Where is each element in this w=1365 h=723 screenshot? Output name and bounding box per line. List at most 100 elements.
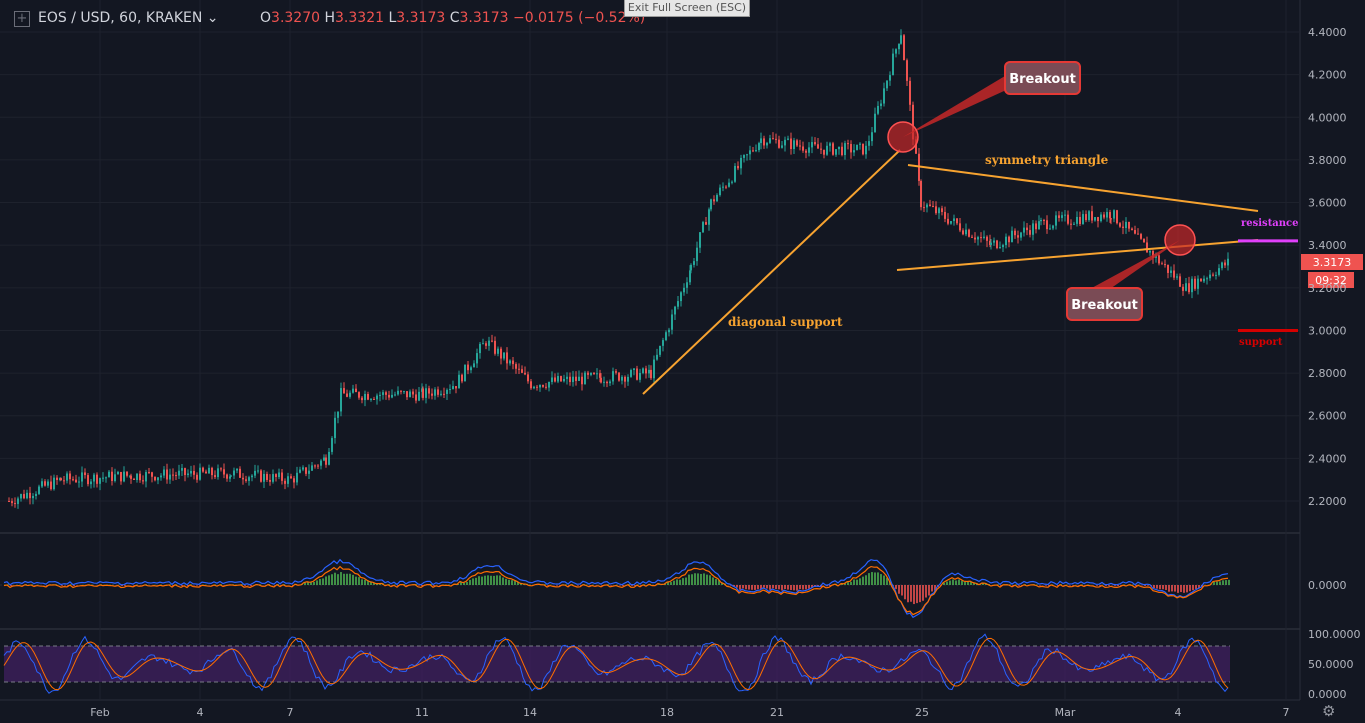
macd-bar bbox=[430, 584, 432, 585]
candle-body bbox=[859, 143, 861, 145]
macd-bar bbox=[958, 579, 960, 585]
candle-body bbox=[766, 142, 768, 146]
candle-body bbox=[877, 105, 879, 114]
candle-body bbox=[630, 370, 632, 377]
grid-lines bbox=[0, 0, 1301, 701]
macd-bar bbox=[7, 584, 9, 585]
candle-body bbox=[999, 247, 1001, 249]
candle-body bbox=[96, 474, 98, 484]
macd-bar bbox=[871, 572, 873, 585]
macd-bar bbox=[1087, 584, 1089, 585]
candle-body bbox=[1182, 286, 1184, 291]
add-indicator-icon[interactable]: + bbox=[14, 11, 30, 27]
close-value: 3.3173 bbox=[459, 10, 509, 26]
y-tick-label: 4.4000 bbox=[1308, 26, 1347, 39]
candle-body bbox=[708, 209, 710, 225]
macd-bar bbox=[637, 584, 639, 585]
macd-bar bbox=[565, 584, 567, 585]
candle-body bbox=[612, 371, 614, 382]
macd-bar bbox=[943, 582, 945, 585]
candle-body bbox=[99, 478, 101, 484]
macd-bar bbox=[1213, 582, 1215, 585]
macd-bar bbox=[1225, 580, 1227, 585]
macd-bar bbox=[679, 579, 681, 585]
macd-bar bbox=[196, 585, 198, 586]
candle-body bbox=[665, 332, 667, 341]
candle-body bbox=[977, 237, 979, 240]
candle-body bbox=[668, 329, 670, 333]
candle-body bbox=[349, 392, 351, 397]
macd-bar bbox=[700, 573, 702, 585]
macd-bar bbox=[214, 584, 216, 585]
candle-body bbox=[533, 386, 535, 389]
candle-body bbox=[236, 468, 238, 471]
candle-body bbox=[572, 376, 574, 383]
candle-body bbox=[422, 388, 424, 398]
macd-bar bbox=[274, 585, 276, 586]
candle-body bbox=[656, 354, 658, 360]
y-tick-label: 3.4000 bbox=[1308, 239, 1347, 252]
candle-body bbox=[862, 143, 864, 155]
candle-body bbox=[181, 468, 183, 471]
chevron-down-icon[interactable]: ⌄ bbox=[206, 10, 219, 26]
candle-body bbox=[932, 205, 934, 207]
y-tick-label: 3.0000 bbox=[1308, 324, 1347, 337]
candle-body bbox=[662, 340, 664, 346]
candle-body bbox=[272, 474, 274, 482]
macd-bar bbox=[346, 573, 348, 585]
candle-body bbox=[1094, 217, 1096, 221]
candle-body bbox=[811, 142, 813, 148]
candle-body bbox=[983, 236, 985, 238]
exit-fullscreen-button[interactable]: Exit Full Screen (ESC) bbox=[624, 0, 750, 17]
macd-bar bbox=[1057, 585, 1059, 586]
candle-body bbox=[8, 501, 10, 502]
candle-body bbox=[226, 474, 228, 479]
macd-bar bbox=[1219, 581, 1221, 585]
candle-body bbox=[1209, 274, 1211, 279]
candle-body bbox=[38, 486, 40, 494]
macd-bar bbox=[460, 581, 462, 585]
candle-body bbox=[1076, 216, 1078, 224]
macd-bar bbox=[397, 585, 399, 586]
macd-bar bbox=[997, 584, 999, 585]
macd-bar bbox=[910, 585, 912, 602]
candle-body bbox=[397, 390, 399, 395]
macd-bar bbox=[508, 579, 510, 585]
candle-body bbox=[974, 237, 976, 240]
candle-body bbox=[136, 473, 138, 481]
candle-body bbox=[184, 468, 186, 476]
x-tick-label: 21 bbox=[770, 706, 784, 719]
macd-bar bbox=[733, 585, 735, 587]
candle-body bbox=[618, 372, 620, 381]
macd-bar bbox=[709, 575, 711, 585]
macd-bar bbox=[622, 585, 624, 586]
annotations: diagonal support symmetry triangle resista… bbox=[642, 61, 1363, 395]
macd-bar bbox=[379, 583, 381, 585]
gear-icon[interactable]: ⚙ bbox=[1322, 702, 1336, 720]
candle-body bbox=[72, 479, 74, 481]
candle-body bbox=[32, 496, 34, 499]
stoch-d-line bbox=[3, 637, 1229, 691]
candle-body bbox=[488, 340, 490, 346]
candle-body bbox=[898, 43, 900, 50]
candle-body bbox=[415, 394, 417, 401]
candle-body bbox=[674, 306, 676, 315]
stochastic-panel bbox=[3, 633, 1230, 694]
macd-bar bbox=[190, 584, 192, 585]
macd-bar bbox=[1174, 585, 1176, 592]
candle-body bbox=[287, 476, 289, 484]
candle-body bbox=[814, 142, 816, 145]
candle-body bbox=[871, 132, 873, 142]
symbol-title[interactable]: EOS / USD, 60, KRAKEN ⌄ bbox=[38, 10, 219, 26]
candle-body bbox=[1103, 214, 1105, 218]
macd-bar bbox=[670, 582, 672, 585]
candle-body bbox=[11, 501, 13, 504]
candle-body bbox=[311, 465, 313, 471]
candle-body bbox=[554, 377, 556, 382]
candle-body bbox=[1161, 263, 1163, 265]
macd-bar bbox=[688, 574, 690, 585]
macd-bar bbox=[760, 585, 762, 589]
candle-body bbox=[1070, 223, 1072, 225]
x-tick-label: 7 bbox=[1283, 706, 1290, 719]
